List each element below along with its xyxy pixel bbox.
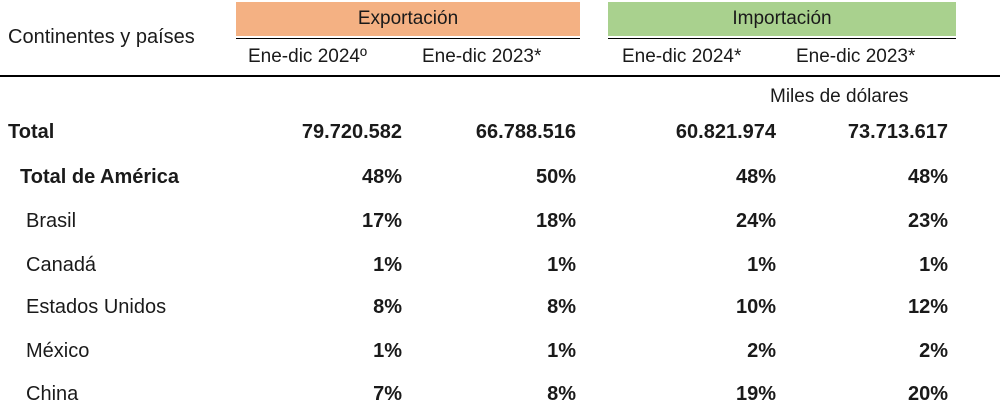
units-label: Miles de dólares	[770, 86, 909, 107]
cell-value: 79.720.582	[301, 121, 402, 143]
cell-value: 1%	[547, 254, 576, 276]
row-label: México	[26, 340, 90, 362]
cell-value: 60.821.974	[675, 121, 776, 143]
row-label: Estados Unidos	[26, 296, 167, 318]
import-col-2023: Ene-dic 2023*	[796, 46, 916, 67]
row-label: Total	[8, 121, 55, 143]
cell-value: 48%	[907, 166, 948, 188]
cell-value: 23%	[907, 210, 948, 232]
header-bottom-border	[0, 75, 1000, 77]
cell-value: 1%	[919, 254, 948, 276]
cell-value: 8%	[547, 296, 576, 318]
cell-value: 1%	[747, 254, 776, 276]
row-header: Continentes y países	[8, 26, 195, 48]
cell-value: 50%	[535, 166, 576, 188]
cell-value: 2%	[747, 340, 776, 362]
export-col-2023: Ene-dic 2023*	[422, 46, 542, 67]
export-group-header: Exportación	[236, 2, 580, 36]
cell-value: 73.713.617	[847, 121, 948, 143]
cell-value: 10%	[735, 296, 776, 318]
cell-value: 1%	[547, 340, 576, 362]
import-group-underline	[608, 38, 956, 39]
cell-value: 7%	[373, 383, 402, 405]
cell-value: 1%	[373, 340, 402, 362]
import-group-header: Importación	[608, 2, 956, 36]
export-col-2024: Ene-dic 2024º	[248, 46, 367, 67]
cell-value: 48%	[361, 166, 402, 188]
cell-value: 48%	[735, 166, 776, 188]
cell-value: 19%	[735, 383, 776, 405]
row-label: Canadá	[26, 254, 97, 276]
row-label: Brasil	[26, 210, 77, 232]
cell-value: 2%	[919, 340, 948, 362]
cell-value: 1%	[373, 254, 402, 276]
export-group-underline	[236, 38, 580, 39]
cell-value: 66.788.516	[475, 121, 576, 143]
cell-value: 8%	[373, 296, 402, 318]
import-col-2024: Ene-dic 2024*	[622, 46, 742, 67]
cell-value: 17%	[361, 210, 402, 232]
cell-value: 12%	[907, 296, 948, 318]
row-label: Total de América	[20, 166, 179, 188]
cell-value: 18%	[535, 210, 576, 232]
cell-value: 24%	[735, 210, 776, 232]
row-label: China	[26, 383, 79, 405]
cell-value: 8%	[547, 383, 576, 405]
cell-value: 20%	[907, 383, 948, 405]
